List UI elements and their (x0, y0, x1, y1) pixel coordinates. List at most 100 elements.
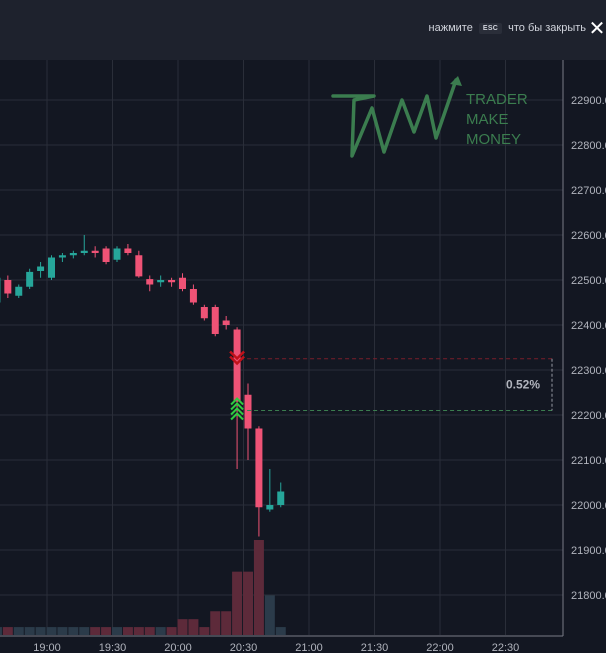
volume-bar (46, 627, 57, 635)
candle-layer (0, 235, 285, 537)
price-tick-label: 21900.0 (571, 545, 606, 557)
volume-bar (221, 611, 232, 635)
plot-background (0, 60, 606, 653)
time-tick-label: 19:00 (33, 642, 61, 653)
volume-bar (112, 627, 122, 635)
candle-body (179, 277, 186, 289)
marker-layer: 0.52% (229, 350, 553, 421)
time-tick-label: 22:00 (426, 642, 454, 653)
time-tick-label: 21:30 (361, 642, 389, 653)
volume-bar (35, 627, 46, 635)
logo-line-1: TRADER (466, 91, 528, 108)
range-percent-label: 0.52% (506, 378, 540, 392)
volume-layer (0, 540, 286, 635)
volume-bar (253, 540, 264, 635)
candle-body (277, 491, 285, 505)
buy-arrow-icon (230, 402, 244, 411)
volume-bar (57, 627, 68, 635)
price-tick-label: 22100.0 (571, 455, 606, 467)
volume-bar (144, 627, 155, 635)
candle-body (91, 250, 99, 253)
trader-make-money-logo: TRADER MAKE MONEY (331, 76, 528, 158)
volume-bar (0, 627, 2, 635)
volume-bar (166, 627, 177, 635)
candle-body (146, 279, 154, 285)
time-tick-label: 22:30 (492, 642, 520, 653)
esc-hint-after: что бы закрыть (508, 22, 586, 34)
volume-bar (199, 627, 210, 635)
chart-header: нажмите ESC что бы закрыть ✕ (0, 0, 606, 61)
price-tick-label: 22300.0 (571, 365, 606, 377)
buy-arrow-icon (230, 407, 244, 416)
candle-body (266, 505, 274, 510)
volume-bar (188, 619, 199, 635)
candle-body (189, 289, 197, 303)
volume-bar (243, 571, 253, 635)
volume-bar (122, 627, 133, 635)
price-tick-label: 21800.0 (571, 590, 606, 602)
volume-bar (155, 627, 166, 635)
candle-body (211, 307, 219, 334)
price-axis-background (563, 60, 606, 653)
volume-bar (177, 619, 188, 635)
time-tick-label: 20:30 (230, 642, 258, 653)
candle-body (4, 280, 12, 294)
candle-body (200, 307, 208, 319)
grid-layer (0, 60, 606, 653)
volume-bar (24, 627, 35, 635)
candle-body (244, 394, 252, 429)
buy-arrow-icon (230, 412, 244, 421)
esc-hint: нажмите ESC что бы закрыть (429, 22, 586, 34)
volume-bar (79, 627, 90, 635)
logo-mark (331, 78, 458, 158)
esc-key-badge: ESC (478, 22, 503, 34)
volume-bar (210, 611, 221, 635)
logo-line-3: MONEY (466, 131, 521, 148)
candle-body (102, 248, 110, 262)
sell-arrow-icon (229, 355, 245, 366)
esc-hint-before: нажмите (428, 22, 473, 34)
candle-body (80, 250, 88, 253)
time-tick-label: 21:00 (295, 642, 323, 653)
price-tick-label: 22000.0 (571, 500, 606, 512)
price-tick-label: 22900.0 (571, 95, 606, 107)
logo-line-2: MAKE (466, 111, 509, 128)
price-tick-label: 22400.0 (571, 320, 606, 332)
volume-bar (13, 627, 24, 635)
candle-body (168, 280, 176, 283)
volume-bar (264, 595, 275, 635)
volume-bar (133, 627, 144, 635)
logo-arrow-head (450, 76, 462, 86)
candle-body (58, 255, 66, 258)
close-icon[interactable]: ✕ (588, 18, 606, 40)
candle-body (48, 257, 55, 278)
sell-arrow-icon (229, 350, 245, 361)
buy-arrow-icon (230, 397, 244, 406)
price-tick-label: 22200.0 (571, 410, 606, 422)
candle-body (26, 271, 34, 287)
volume-bar (68, 627, 79, 635)
candle-body (124, 248, 132, 253)
candle-body (157, 280, 165, 283)
axis-layer: 22900.0 22800.0 22700.0 22600.0 22500.0 22400… (0, 60, 606, 653)
volume-bar (275, 627, 286, 635)
candle-body (37, 266, 45, 271)
candle-body (233, 329, 241, 402)
volume-bar (2, 627, 13, 635)
candle-body (222, 320, 230, 325)
time-tick-label: 19:30 (99, 642, 127, 653)
volume-bar (232, 571, 243, 635)
price-tick-label: 22800.0 (571, 140, 606, 152)
candle-body (255, 428, 263, 508)
candle-body (113, 248, 121, 260)
price-tick-label: 22600.0 (571, 230, 606, 242)
volume-bar (90, 627, 101, 635)
candle-body (69, 253, 77, 256)
candle-body (15, 286, 23, 296)
time-tick-label: 20:00 (164, 642, 192, 653)
volume-bar (101, 627, 112, 635)
time-axis-background (0, 636, 606, 653)
price-tick-label: 22700.0 (571, 185, 606, 197)
candle-body (135, 255, 143, 277)
